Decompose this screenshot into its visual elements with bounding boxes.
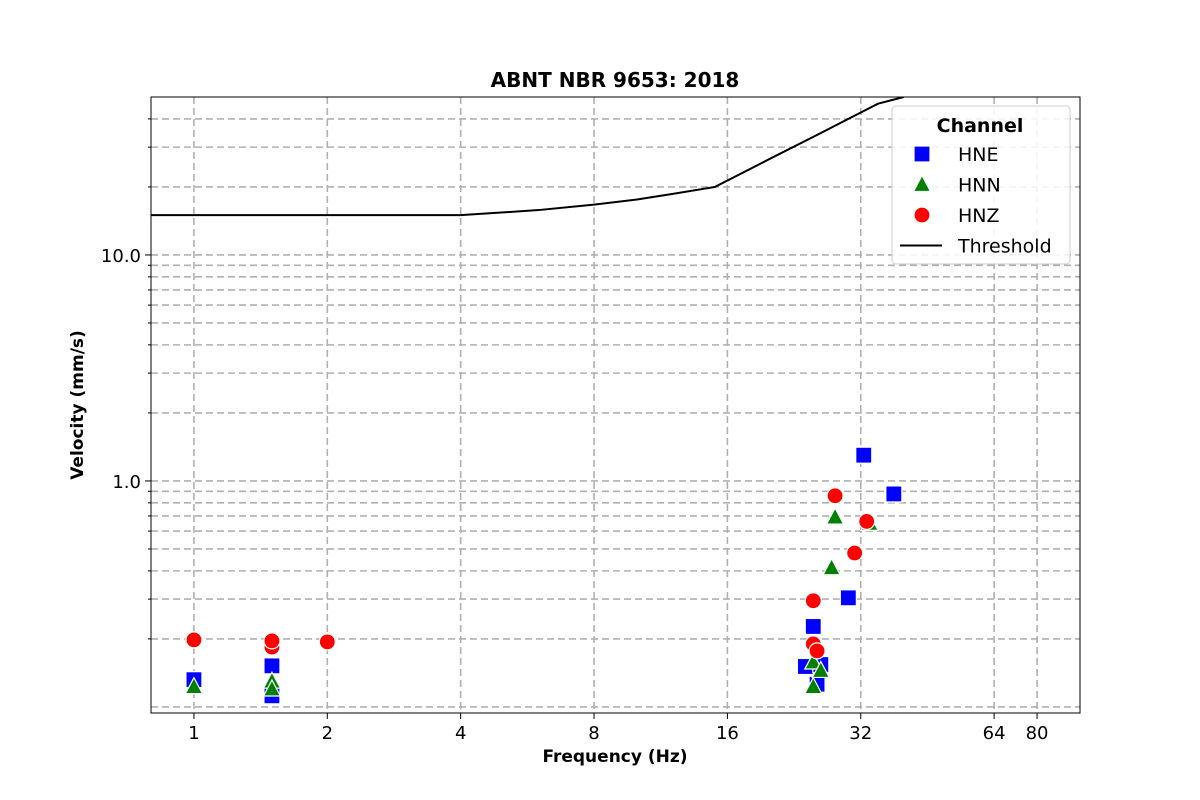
x-tick-label: 1 [188,723,199,744]
legend-marker-hnn [912,174,932,193]
data-point-hnz [808,642,826,660]
x-tick-label: 32 [849,723,872,744]
y-axis-label: Velocity (mm/s) [68,330,88,480]
data-point-hnn [822,557,842,576]
data-point-hnz [263,632,281,650]
data-point-hnz [858,512,876,531]
legend-label-hnn: HNN [958,175,1001,197]
legend-label-hnz: HNZ [958,205,1000,227]
legend-box [891,105,1071,265]
y-tick-label: 1.0 [112,472,141,493]
data-point-hne [855,446,873,464]
x-tick-label: 8 [588,723,599,744]
x-axis-label: Frequency (Hz) [542,747,687,767]
data-point-hnn [811,660,831,679]
data-point-hnz [804,592,822,610]
data-point-hnn [803,676,823,695]
legend-label-threshold: Threshold [957,236,1052,258]
points-layer [184,446,903,705]
x-tick-label: 2 [322,723,333,744]
chart-title: ABNT NBR 9653: 2018 [491,68,740,92]
data-point-hnn [184,676,204,695]
data-point-hnn [803,651,823,670]
data-point-hne [804,617,822,636]
data-point-hne [885,485,903,503]
legend: Channel HNE HNN HNZ Threshold [891,105,1071,265]
data-point-hnz [318,633,336,651]
legend-marker-hnz [913,206,931,224]
x-tick-label: 64 [983,723,1006,744]
data-point-hnz [826,487,844,505]
data-point-hnn [262,678,282,697]
legend-title: Channel [937,115,1024,137]
legend-marker-hne [913,145,931,163]
threshold-layer [151,97,904,217]
data-point-hnn [825,506,845,525]
data-point-hnz [846,544,864,562]
data-point-hne [839,589,857,607]
plot-area [150,96,1081,714]
legend-label-hne: HNE [958,144,999,166]
x-tick-label: 80 [1026,723,1049,744]
threshold-line [151,97,904,217]
x-tick-label: 4 [455,723,466,744]
data-point-hnz [185,631,203,649]
x-tick-label: 16 [716,723,739,744]
ticks: 1 2 4 8 16 32 64 80 1.0 10.0 [101,118,1049,744]
y-tick-label: 10.0 [101,246,141,267]
